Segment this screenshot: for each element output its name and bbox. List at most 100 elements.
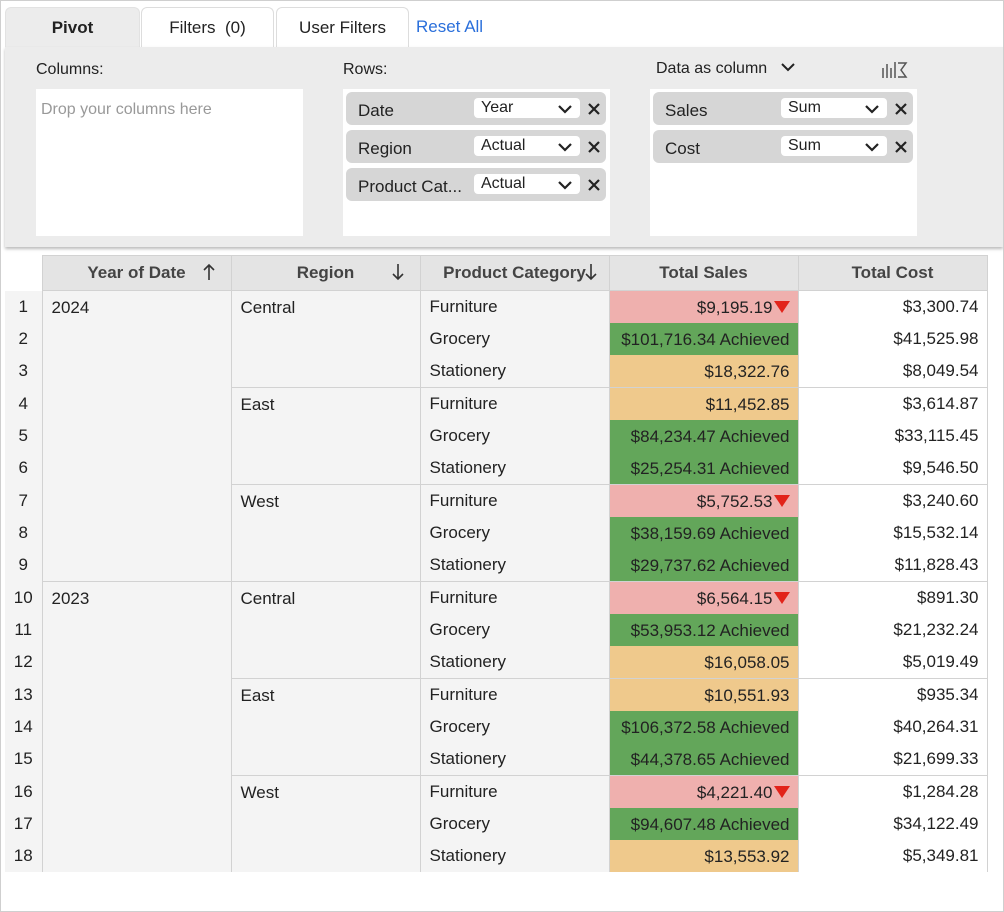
- sales-cell: $16,058.05: [608, 646, 799, 679]
- sales-value: $84,234.47: [630, 426, 716, 446]
- remove[interactable]: [587, 178, 601, 192]
- cost-cell: $21,232.24: [797, 614, 988, 646]
- category-cell: Grocery: [419, 711, 610, 743]
- column-header[interactable]: Product Category: [419, 255, 610, 291]
- chevron[interactable]: [558, 140, 572, 154]
- down-indicator: [773, 591, 790, 604]
- sales-cell: $53,953.12 Achieved: [608, 614, 799, 646]
- sort-arrow: [202, 263, 215, 280]
- sales-value: $4,221.40: [696, 782, 773, 802]
- column-header[interactable]: Total Sales: [608, 255, 799, 291]
- agg-select[interactable]: Sum: [781, 98, 887, 118]
- category-cell: Furniture: [419, 678, 610, 711]
- region-cell: West: [230, 775, 421, 872]
- row-number: 14: [5, 711, 43, 743]
- data-row: 11 Grocery $53,953.12 Achieved $21,232.24: [5, 614, 988, 646]
- sort-arrow: [391, 264, 404, 281]
- column-header[interactable]: Year of Date: [41, 255, 232, 291]
- chevron[interactable]: [558, 178, 572, 192]
- chevron[interactable]: [558, 102, 572, 116]
- field-name: Region: [358, 139, 412, 158]
- settings-icon[interactable]: [881, 60, 909, 80]
- cost-cell: $9,546.50: [797, 452, 988, 485]
- column-header[interactable]: Region: [230, 255, 421, 291]
- sort-icon[interactable]: [584, 263, 597, 281]
- tab[interactable]: Pivot: [5, 7, 140, 47]
- field-chip[interactable]: Sales Sum: [653, 92, 913, 125]
- data-row: 16 West Furniture $4,221.40 $1,284.28: [5, 775, 988, 872]
- columns-drop[interactable]: Drop your columns here: [36, 89, 303, 236]
- remove[interactable]: [894, 140, 908, 154]
- chevron-path: [865, 143, 879, 152]
- rows-drop[interactable]: Date Year Region Actual Product Cat... Actual: [343, 89, 610, 236]
- status-text: Achieved: [719, 749, 790, 769]
- row-number: 2: [5, 323, 43, 355]
- row-number: 7: [5, 484, 43, 517]
- field-chip[interactable]: Region Actual: [346, 130, 606, 163]
- chevron[interactable]: [865, 140, 879, 154]
- sales-value: $38,159.69: [630, 523, 716, 543]
- cost-cell: $5,019.49: [797, 646, 988, 679]
- agg-value: Actual: [481, 137, 526, 154]
- data-row: 14 Grocery $106,372.58 Achieved $40,264.31: [5, 711, 988, 743]
- agg-value: Year: [481, 99, 514, 116]
- down-triangle: [773, 494, 790, 507]
- chevron-path: [558, 181, 572, 190]
- agg-select[interactable]: Sum: [781, 136, 887, 156]
- reset-link[interactable]: Reset All: [416, 17, 484, 36]
- sort-icon[interactable]: [391, 263, 404, 281]
- sales-cell: $25,254.31 Achieved: [608, 452, 799, 485]
- sort-arrow: [584, 264, 597, 281]
- rows-label: Rows:: [343, 61, 388, 78]
- remove[interactable]: [587, 140, 601, 154]
- agg-select[interactable]: Year: [474, 98, 580, 118]
- data-row: 12 Stationery $16,058.05 $5,019.49: [5, 646, 988, 679]
- data-row: 18 Stationery $13,553.92 $5,349.81: [5, 840, 988, 872]
- tab[interactable]: User Filters: [276, 7, 409, 47]
- remove-path: [588, 179, 600, 191]
- category-cell: Stationery: [419, 743, 610, 776]
- field-chip[interactable]: Date Year: [346, 92, 606, 125]
- row-number: 3: [5, 355, 43, 388]
- sales-cell: $13,553.92: [608, 840, 799, 872]
- row-number: 11: [5, 614, 43, 646]
- category-cell: Furniture: [419, 484, 610, 517]
- cost-cell: $40,264.31: [797, 711, 988, 743]
- cost-cell: $21,699.33: [797, 743, 988, 776]
- category-cell: Grocery: [419, 420, 610, 452]
- remove[interactable]: [894, 102, 908, 116]
- category-cell: Stationery: [419, 355, 610, 388]
- row-number: 15: [5, 743, 43, 776]
- values-label[interactable]: Data as column: [656, 60, 768, 77]
- category-cell: Furniture: [419, 387, 610, 420]
- chevron[interactable]: [865, 102, 879, 116]
- cost-cell: $33,115.45: [797, 420, 988, 452]
- header-text: Region: [296, 263, 355, 282]
- sales-value: $94,607.48: [630, 814, 716, 834]
- field-chip[interactable]: Cost Sum: [653, 130, 913, 163]
- data-row: 13 East Furniture $10,551.93 $935.34: [5, 678, 988, 776]
- category-cell: Grocery: [419, 614, 610, 646]
- sales-cell: $94,607.48 Achieved: [608, 808, 799, 840]
- cost-cell: $41,525.98: [797, 323, 988, 355]
- remove-path: [588, 103, 600, 115]
- sort-icon[interactable]: [202, 263, 215, 281]
- column-header[interactable]: Total Cost: [797, 255, 988, 291]
- field-chip[interactable]: Product Cat... Actual: [346, 168, 606, 201]
- table-body: 1 2024 Central Furniture $9,195.19 $3,300.74 2…: [5, 290, 988, 872]
- field-name: Sales: [665, 101, 708, 120]
- agg-select[interactable]: Actual: [474, 174, 580, 194]
- row-number: 18: [5, 840, 43, 872]
- row-number: 13: [5, 678, 43, 711]
- sales-value: $106,372.58: [621, 717, 716, 737]
- remove[interactable]: [587, 102, 601, 116]
- sales-value: $9,195.19: [696, 297, 773, 317]
- values-drop[interactable]: Sales Sum Cost Sum: [650, 89, 917, 236]
- config-panel: Columns: Drop your columns here Rows: Da…: [5, 47, 1003, 247]
- cost-cell: $34,122.49: [797, 808, 988, 840]
- tab[interactable]: Filters (0): [141, 7, 274, 47]
- sales-value: $16,058.05: [704, 652, 790, 672]
- chevron-path: [865, 105, 879, 114]
- agg-select[interactable]: Actual: [474, 136, 580, 156]
- remove-path: [588, 141, 600, 153]
